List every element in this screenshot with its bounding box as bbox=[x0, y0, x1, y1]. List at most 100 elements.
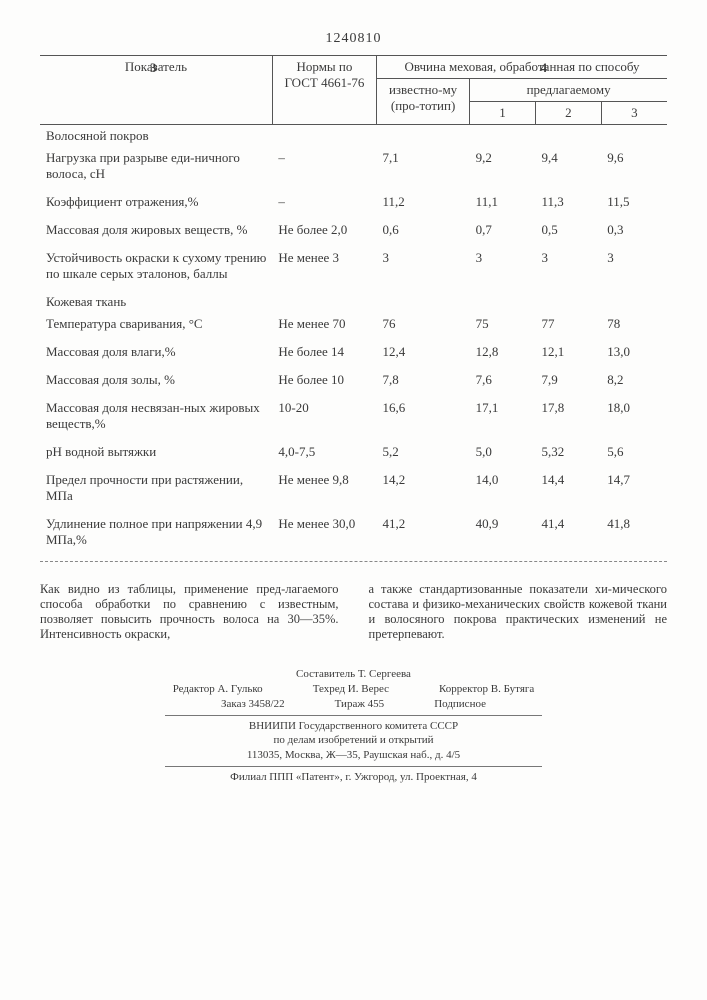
table-row: Коэффициент отражения,% – 11,2 11,1 11,3… bbox=[40, 191, 667, 213]
org2: по делам изобретений и открытий bbox=[40, 733, 667, 748]
row-v3: 0,3 bbox=[601, 219, 667, 241]
table-row: Нагрузка при разрыве еди-ничного волоса,… bbox=[40, 147, 667, 185]
row-known: 76 bbox=[377, 313, 470, 335]
row-gost: Не менее 3 bbox=[272, 247, 376, 285]
column-number-left: 3 bbox=[150, 60, 157, 76]
row-gost: 4,0-7,5 bbox=[272, 441, 376, 463]
row-known: 7,1 bbox=[377, 147, 470, 185]
row-label: Температура сваривания, °С bbox=[40, 313, 272, 335]
row-v1: 9,2 bbox=[470, 147, 536, 185]
row-label: Устойчивость окраски к сухому трению по … bbox=[40, 247, 272, 285]
row-v1: 14,0 bbox=[470, 469, 536, 507]
row-label: Нагрузка при разрыве еди-ничного волоса,… bbox=[40, 147, 272, 185]
row-known: 12,4 bbox=[377, 341, 470, 363]
row-label: Предел прочности при растяжении, МПа bbox=[40, 469, 272, 507]
org1: ВНИИПИ Государственного комитета СССР bbox=[40, 719, 667, 734]
row-v3: 5,6 bbox=[601, 441, 667, 463]
row-v2: 0,5 bbox=[535, 219, 601, 241]
row-known: 7,8 bbox=[377, 369, 470, 391]
tirazh: Тираж 455 bbox=[335, 697, 385, 712]
row-v1: 11,1 bbox=[470, 191, 536, 213]
col-p1: 1 bbox=[470, 102, 536, 125]
row-v3: 11,5 bbox=[601, 191, 667, 213]
table-row: Удлинение полное при напряжении 4,9 МПа,… bbox=[40, 513, 667, 551]
row-v3: 9,6 bbox=[601, 147, 667, 185]
row-v1: 0,7 bbox=[470, 219, 536, 241]
col-known: известно-му (про-тотип) bbox=[377, 79, 470, 125]
section-skin: Кожевая ткань bbox=[40, 291, 667, 313]
table-row: pH водной вытяжки 4,0-7,5 5,2 5,0 5,32 5… bbox=[40, 441, 667, 463]
row-v3: 14,7 bbox=[601, 469, 667, 507]
row-v2: 5,32 bbox=[535, 441, 601, 463]
addr2: Филиал ППП «Патент», г. Ужгород, ул. Про… bbox=[40, 770, 667, 785]
results-table: Показатель Нормы по ГОСТ 4661-76 Овчина … bbox=[40, 55, 667, 557]
row-gost: Не более 2,0 bbox=[272, 219, 376, 241]
row-v1: 5,0 bbox=[470, 441, 536, 463]
row-v1: 12,8 bbox=[470, 341, 536, 363]
row-known: 14,2 bbox=[377, 469, 470, 507]
row-v2: 7,9 bbox=[535, 369, 601, 391]
row-v2: 77 bbox=[535, 313, 601, 335]
row-label: Массовая доля влаги,% bbox=[40, 341, 272, 363]
row-v3: 8,2 bbox=[601, 369, 667, 391]
table-row: Массовая доля влаги,% Не более 14 12,4 1… bbox=[40, 341, 667, 363]
col-p3: 3 bbox=[601, 102, 667, 125]
corrector: Корректор В. Бутяга bbox=[439, 682, 534, 697]
footer-right: а также стандартизованные показатели хи-… bbox=[369, 582, 668, 642]
credits-block: Составитель Т. Сергеева Редактор А. Гуль… bbox=[40, 667, 667, 785]
row-known: 3 bbox=[377, 247, 470, 285]
podpisnoe: Подписное bbox=[434, 697, 486, 712]
row-gost: Не менее 70 bbox=[272, 313, 376, 335]
compiler: Составитель Т. Сергеева bbox=[40, 667, 667, 682]
row-gost: 10-20 bbox=[272, 397, 376, 435]
row-v2: 11,3 bbox=[535, 191, 601, 213]
row-v3: 3 bbox=[601, 247, 667, 285]
footer-paragraphs: Как видно из таблицы, применение пред-ла… bbox=[40, 582, 667, 642]
row-known: 16,6 bbox=[377, 397, 470, 435]
table-row: Массовая доля несвязан-ных жировых вещес… bbox=[40, 397, 667, 435]
col-p2: 2 bbox=[535, 102, 601, 125]
row-v3: 41,8 bbox=[601, 513, 667, 551]
addr1: 113035, Москва, Ж—35, Раушская наб., д. … bbox=[40, 748, 667, 763]
row-gost: Не более 10 bbox=[272, 369, 376, 391]
table-row: Устойчивость окраски к сухому трению по … bbox=[40, 247, 667, 285]
footer-left: Как видно из таблицы, применение пред-ла… bbox=[40, 582, 339, 642]
row-v2: 14,4 bbox=[535, 469, 601, 507]
divider bbox=[40, 561, 667, 562]
row-label: Массовая доля несвязан-ных жировых вещес… bbox=[40, 397, 272, 435]
table-row: Температура сваривания, °С Не менее 70 7… bbox=[40, 313, 667, 335]
row-v1: 40,9 bbox=[470, 513, 536, 551]
row-v1: 7,6 bbox=[470, 369, 536, 391]
row-known: 41,2 bbox=[377, 513, 470, 551]
col-proposed: предлагаемому bbox=[470, 79, 667, 102]
row-v2: 12,1 bbox=[535, 341, 601, 363]
table-row: Массовая доля золы, % Не более 10 7,8 7,… bbox=[40, 369, 667, 391]
row-v2: 3 bbox=[535, 247, 601, 285]
row-v3: 13,0 bbox=[601, 341, 667, 363]
row-gost: Не менее 9,8 bbox=[272, 469, 376, 507]
table-row: Массовая доля жировых веществ, % Не боле… bbox=[40, 219, 667, 241]
editor: Редактор А. Гулько bbox=[173, 682, 263, 697]
patent-number: 1240810 bbox=[326, 31, 382, 46]
order: Заказ 3458/22 bbox=[221, 697, 285, 712]
section-hair: Волосяной покров bbox=[40, 125, 667, 148]
row-v1: 75 bbox=[470, 313, 536, 335]
row-known: 0,6 bbox=[377, 219, 470, 241]
techred: Техред И. Верес bbox=[313, 682, 389, 697]
row-v2: 41,4 bbox=[535, 513, 601, 551]
row-gost: Не менее 30,0 bbox=[272, 513, 376, 551]
row-v1: 3 bbox=[470, 247, 536, 285]
row-label: Массовая доля золы, % bbox=[40, 369, 272, 391]
table-row: Предел прочности при растяжении, МПа Не … bbox=[40, 469, 667, 507]
row-v2: 9,4 bbox=[535, 147, 601, 185]
column-number-right: 4 bbox=[541, 60, 548, 76]
row-label: Массовая доля жировых веществ, % bbox=[40, 219, 272, 241]
row-gost: – bbox=[272, 147, 376, 185]
row-v1: 17,1 bbox=[470, 397, 536, 435]
col-gost: Нормы по ГОСТ 4661-76 bbox=[272, 56, 376, 125]
row-known: 11,2 bbox=[377, 191, 470, 213]
col-treated: Овчина меховая, обработанная по способу bbox=[377, 56, 668, 79]
row-v2: 17,8 bbox=[535, 397, 601, 435]
row-v3: 18,0 bbox=[601, 397, 667, 435]
row-gost: Не более 14 bbox=[272, 341, 376, 363]
